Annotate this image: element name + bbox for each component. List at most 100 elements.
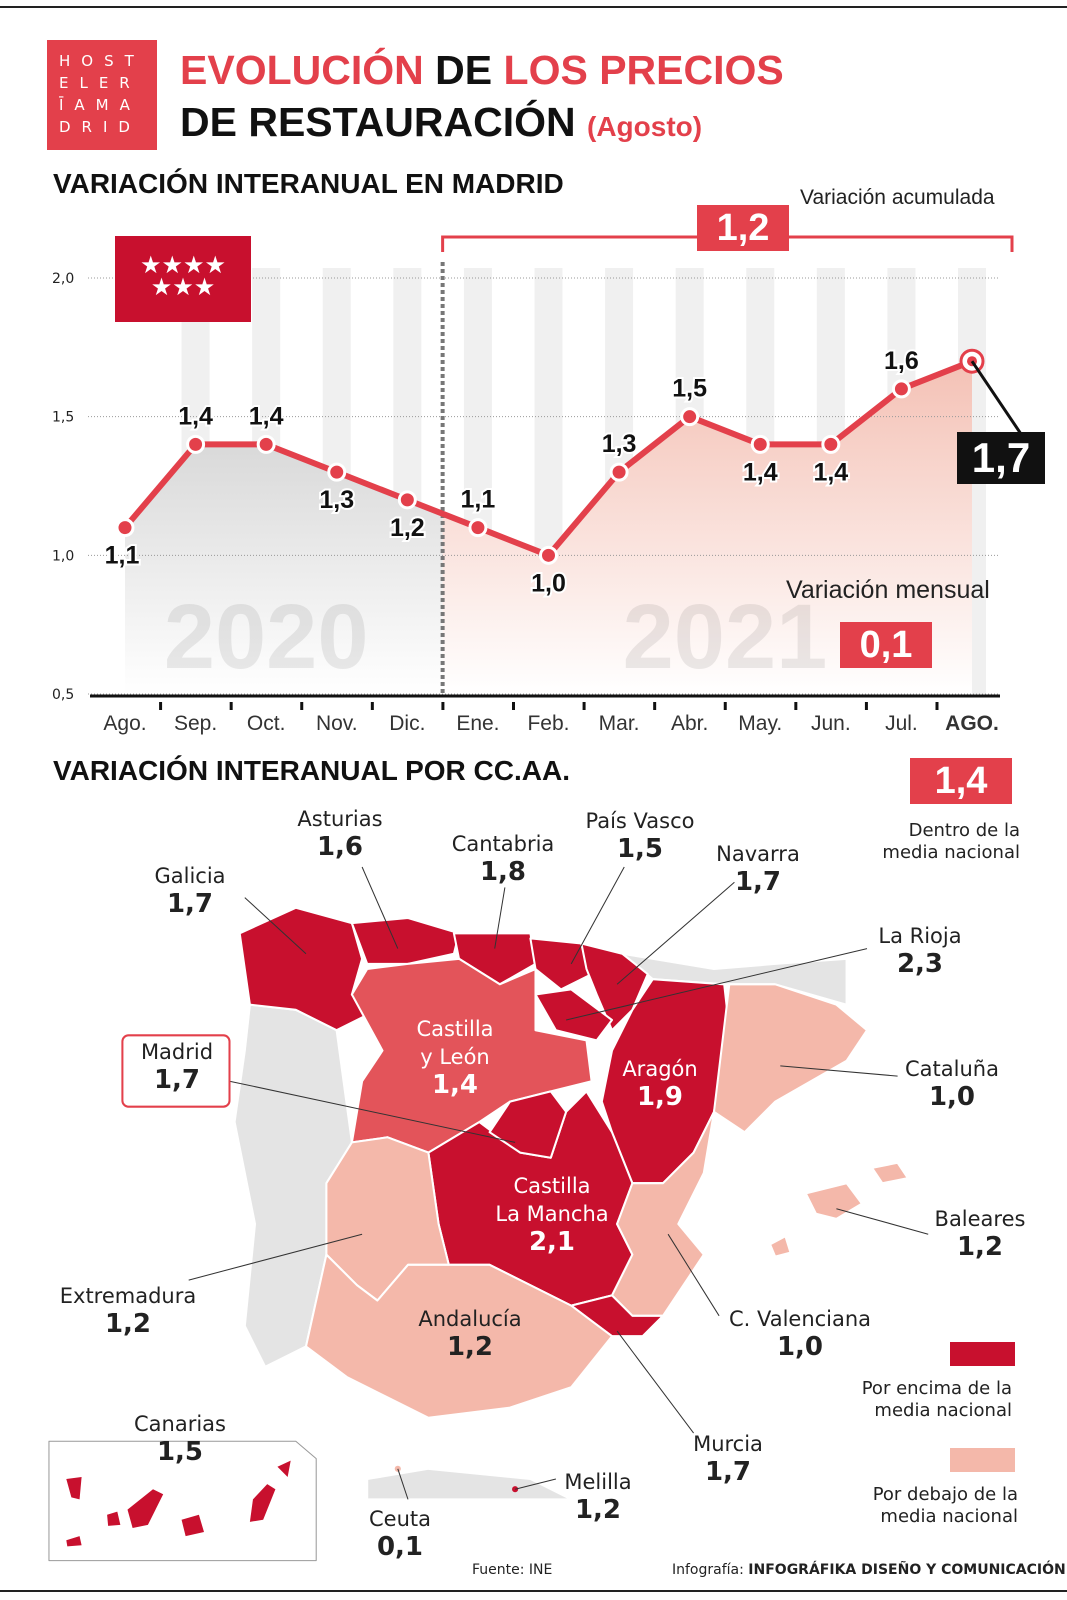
region-name: Aragón: [622, 1057, 698, 1081]
region-name: Galicia: [154, 864, 226, 888]
x-tick-label: Abr.: [671, 712, 708, 735]
page-title: EVOLUCIÓN DE LOS PRECIOS DE RESTAURACIÓN…: [180, 44, 784, 153]
region-name: Melilla: [564, 1470, 632, 1494]
title-subtitle: (Agosto): [587, 111, 703, 142]
region-baleares[interactable]: [804, 1182, 863, 1220]
region-label: Navarra 1,7: [716, 840, 800, 897]
region-label: Cantabria 1,8: [452, 830, 555, 887]
x-tick-label: Dic.: [389, 712, 425, 735]
region-value: 1,0: [776, 1332, 824, 1362]
region-baleares-ibiza[interactable]: [769, 1235, 792, 1258]
region-value: 1,7: [153, 1065, 201, 1095]
chart-section-title: VARIACIÓN INTERANUAL EN MADRID: [53, 168, 564, 199]
bottom-rule: [0, 1590, 1067, 1592]
area-2020: [125, 444, 443, 694]
x-tick-label: May.: [738, 712, 782, 735]
region-name: Cantabria: [451, 832, 555, 856]
region-label: Castilla y León 1,4: [416, 1015, 493, 1100]
y-tick-label: 1,0: [52, 548, 74, 564]
data-label: 1,3: [319, 486, 354, 514]
x-tick-label: AGO.: [945, 712, 999, 735]
region-name: Andalucía: [418, 1307, 522, 1331]
region-value: 1,5: [156, 1437, 204, 1467]
title-part: DE RESTAURACIÓN: [180, 99, 576, 145]
data-label: 1,1: [461, 486, 496, 514]
region-value: 1,2: [574, 1495, 622, 1525]
national-value: 1,4: [910, 758, 1012, 804]
x-tick-label: Nov.: [316, 712, 358, 735]
legend-swatch-below: [950, 1448, 1015, 1472]
region-castilla-y-leon[interactable]: [350, 957, 593, 1154]
region-value: 1,7: [704, 1457, 752, 1487]
region-value: 1,0: [928, 1082, 976, 1112]
x-tick-label: Sep.: [174, 712, 217, 735]
mensual-label: Variación mensual: [786, 576, 990, 604]
data-label: 1,4: [178, 402, 213, 430]
region-name: Cataluña: [905, 1057, 999, 1081]
data-label: 1,1: [105, 542, 140, 570]
region-andalucia[interactable]: [304, 1253, 614, 1419]
region-value: 1,8: [479, 857, 527, 887]
x-tick-label: Jul.: [885, 712, 918, 735]
data-label: 1,4: [249, 402, 284, 430]
region-cataluna[interactable]: [712, 983, 869, 1134]
region-label: Castilla La Mancha 2,1: [495, 1172, 608, 1257]
data-label: 1,4: [813, 458, 848, 486]
data-point: [750, 434, 770, 454]
x-tick-label: Feb.: [527, 712, 569, 735]
region-label: Extremadura 1,2: [60, 1282, 197, 1339]
data-point-ring: [959, 348, 985, 374]
region-name: Navarra: [716, 842, 800, 866]
data-point: [609, 462, 629, 482]
region-label: Murcia 1,7: [693, 1430, 763, 1487]
acumulada-value: 1,2: [697, 205, 789, 251]
data-point: [468, 518, 488, 538]
y-tick-label: 0,5: [52, 687, 74, 703]
region-value: 1,7: [734, 867, 782, 897]
region-label: Ceuta 0,1: [369, 1505, 431, 1562]
region-value: 1,2: [956, 1232, 1004, 1262]
region-pais-vasco[interactable]: [529, 937, 593, 991]
region-label: Aragón 1,9: [622, 1055, 697, 1112]
region-navarra[interactable]: [580, 942, 649, 1032]
line-chart: 2020 2021 0,5 1,0 1,5 2,0 Ago. Sep. Oct. Nov. Dic.…: [52, 235, 1028, 735]
region-name: Extremadura: [59, 1284, 197, 1308]
data-label: 1,3: [602, 430, 637, 458]
data-point: [327, 462, 347, 482]
legend-label-below: Por debajo de la media nacional: [872, 1484, 1018, 1527]
region-value: 1,2: [104, 1309, 152, 1339]
region-canarias[interactable]: [66, 1460, 291, 1547]
title-part: DE: [435, 47, 493, 93]
region-value: 0,1: [376, 1532, 424, 1562]
region-label: Cataluña 1,0: [905, 1055, 999, 1112]
acumulada-label: Variación acumulada: [800, 186, 995, 209]
x-tick-label: Oct.: [247, 712, 286, 735]
region-label: La Rioja 2,3: [878, 922, 961, 979]
region-la-rioja[interactable]: [534, 988, 614, 1042]
madrid-callout-box: [121, 1034, 231, 1108]
canarias-box: [48, 1440, 317, 1562]
data-point: [256, 434, 276, 454]
year-label: 2020: [164, 586, 369, 688]
region-cantabria[interactable]: [452, 932, 537, 986]
region-name: Castilla y León: [416, 1017, 494, 1069]
map-section-title: VARIACIÓN INTERANUAL POR CC.AA.: [53, 755, 570, 786]
x-tick-label: Jun.: [811, 712, 851, 735]
data-label: 1,4: [743, 458, 778, 486]
credit: Infografía: INFOGRÁFIKA DISEÑO Y COMUNIC…: [672, 1562, 1066, 1578]
region-value: 1,7: [166, 889, 214, 919]
x-tick-label: Mar.: [599, 712, 640, 735]
region-label: C. Valenciana 1,0: [729, 1305, 871, 1362]
region-name: Murcia: [693, 1432, 763, 1456]
data-label: 1,2: [390, 514, 425, 542]
region-baleares-menorca[interactable]: [871, 1161, 909, 1185]
region-name: Canarias: [134, 1412, 226, 1436]
region-label: Madrid 1,7: [141, 1038, 213, 1095]
region-value: 1,4: [431, 1070, 479, 1100]
legend-label-above: Por encima de la media nacional: [861, 1378, 1012, 1421]
madrid-flag: ★★★★ ★★★: [115, 236, 251, 322]
data-point: [680, 407, 700, 427]
region-asturias[interactable]: [350, 916, 461, 965]
